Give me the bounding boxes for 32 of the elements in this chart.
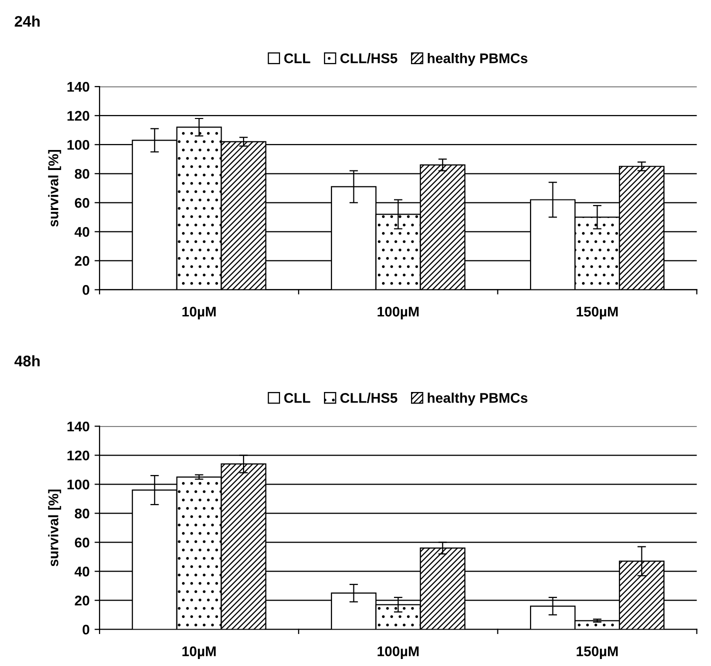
chart-title: 24h (14, 16, 40, 27)
y-tick-label: 120 (68, 110, 90, 121)
legend-label: CLL (284, 393, 310, 403)
legend-label: CLL/HS5 (340, 53, 398, 64)
x-tick-label: 100µM (378, 646, 419, 659)
x-tick-label: 10µM (182, 646, 216, 659)
y-tick-label: 20 (74, 596, 90, 606)
x-tick-label: 150µM (576, 306, 618, 320)
chart-title: 48h (14, 355, 40, 366)
y-axis-title: survival [%] (48, 490, 62, 566)
y-tick-label: 60 (74, 538, 90, 548)
legend-label: healthy PBMCs (428, 392, 528, 406)
legend-label: CLL/HS5 (340, 392, 398, 404)
y-tick-label: 100 (68, 480, 90, 490)
y-tick-label: 120 (68, 450, 90, 460)
legend-label: healthy PBMCs (428, 53, 528, 66)
y-tick-label: 40 (74, 227, 90, 237)
y-tick-label: 80 (74, 168, 90, 179)
y-tick-label: 0 (82, 624, 90, 635)
y-tick-label: 60 (74, 198, 90, 208)
y-tick-label: 40 (74, 566, 90, 576)
y-tick-label: 80 (74, 508, 90, 518)
x-tick-label: 150µM (576, 646, 618, 659)
legend-label: CLL (284, 53, 310, 64)
x-tick-label: 10µM (182, 306, 216, 320)
y-tick-label: 100 (68, 140, 90, 150)
y-tick-label: 140 (68, 82, 90, 92)
y-tick-label: 140 (68, 422, 90, 432)
y-tick-label: 20 (74, 256, 90, 266)
y-axis-title: survival [%] (48, 150, 62, 227)
y-tick-label: 0 (82, 285, 90, 295)
x-tick-label: 100µM (378, 306, 419, 320)
